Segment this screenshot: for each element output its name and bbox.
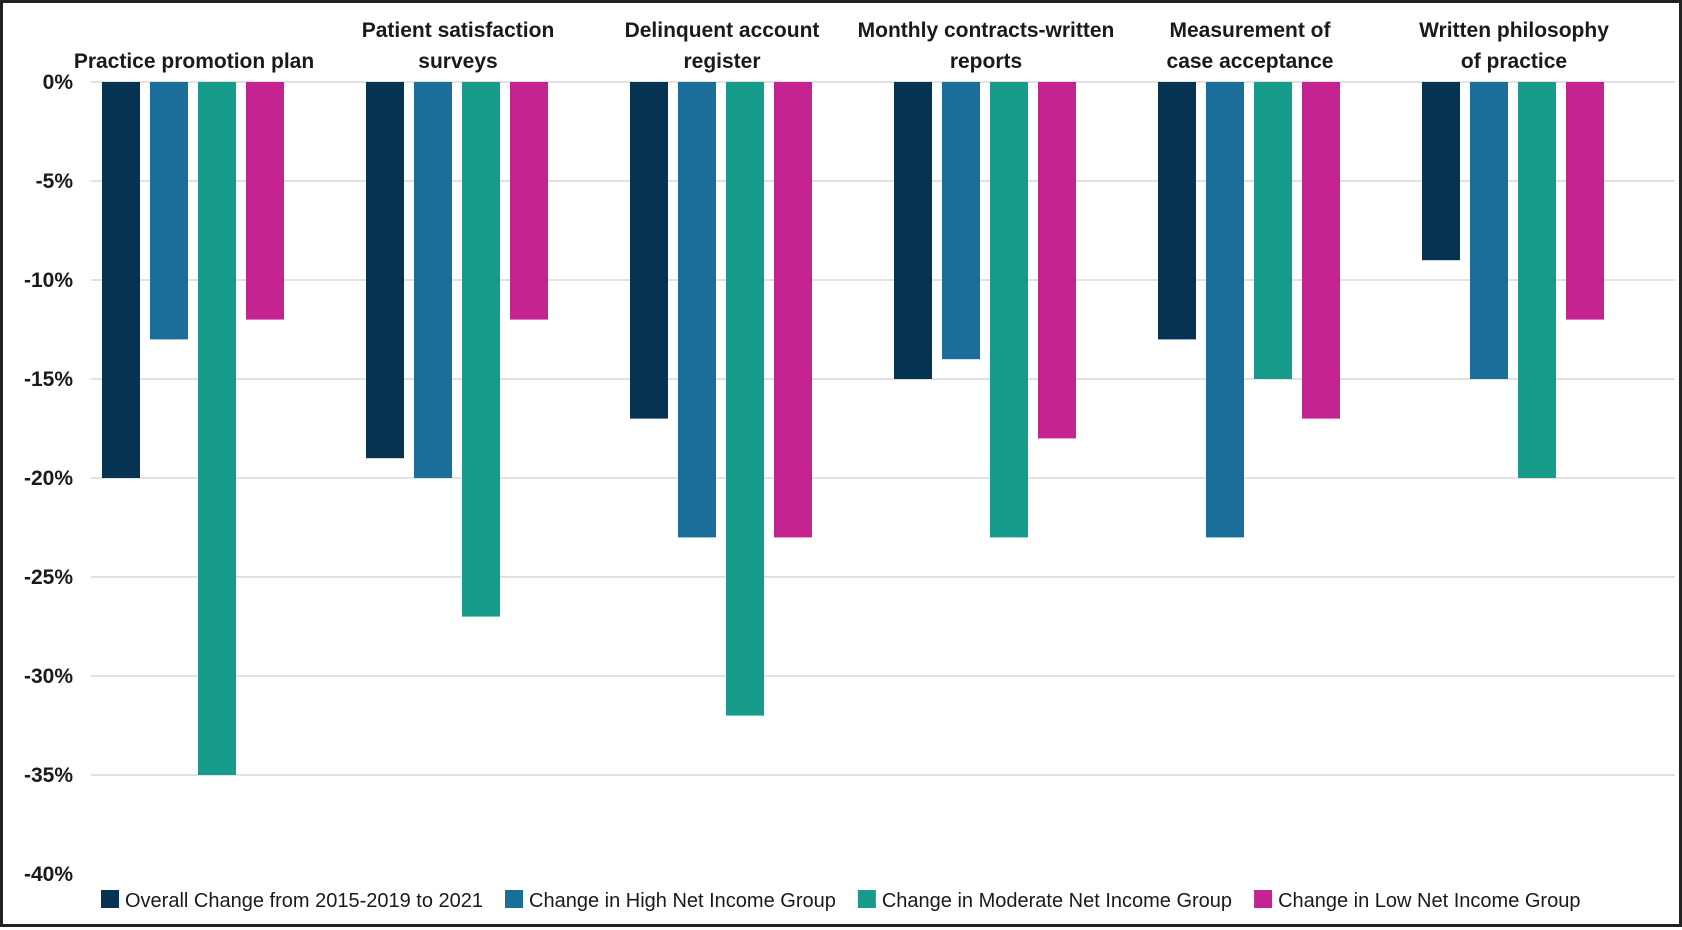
category-label: surveys xyxy=(418,50,497,73)
bar xyxy=(150,82,188,340)
bar xyxy=(1566,82,1604,320)
bar xyxy=(198,82,236,775)
y-tick-label: -20% xyxy=(24,467,73,490)
bar xyxy=(1158,82,1196,340)
category-label: register xyxy=(683,50,760,73)
bar xyxy=(414,82,452,478)
legend-label: Overall Change from 2015-2019 to 2021 xyxy=(125,890,483,912)
legend-swatch xyxy=(101,890,119,908)
bar xyxy=(774,82,812,538)
y-tick-label: -5% xyxy=(36,170,74,193)
bar-chart: 0% -5% -10% -15% -20% -25% -30% -35% -40% Practi… xyxy=(24,19,1675,912)
bar xyxy=(990,82,1028,538)
bar xyxy=(366,82,404,459)
y-tick-label: -35% xyxy=(24,764,73,787)
y-tick-label: -25% xyxy=(24,566,73,589)
legend-swatch xyxy=(857,890,876,908)
gridlines xyxy=(91,81,1675,776)
category-label: Written philosophy xyxy=(1419,19,1609,42)
category-labels: Practice promotion plan Patient satisfact… xyxy=(74,19,1609,73)
category-label: of practice xyxy=(1461,50,1567,73)
bar xyxy=(1422,82,1460,261)
y-tick-label: -30% xyxy=(24,665,73,688)
bar xyxy=(630,82,668,419)
y-axis-ticks: 0% -5% -10% -15% -20% -25% -30% -35% -40% xyxy=(24,71,73,886)
legend-label: Change in Moderate Net Income Group xyxy=(882,890,1232,912)
bar xyxy=(942,82,980,360)
legend: Overall Change from 2015-2019 to 2021 Cha… xyxy=(101,890,1580,912)
bar xyxy=(462,82,500,617)
bar xyxy=(894,82,932,379)
bars xyxy=(102,82,1604,775)
bar xyxy=(246,82,284,320)
category-label: Measurement of xyxy=(1169,19,1331,42)
bar xyxy=(726,82,764,716)
legend-label: Change in Low Net Income Group xyxy=(1278,890,1580,912)
y-tick-label: -15% xyxy=(24,368,73,391)
category-label: reports xyxy=(950,50,1022,73)
bar xyxy=(1254,82,1292,379)
category-label: Patient satisfaction xyxy=(362,19,555,42)
bar xyxy=(678,82,716,538)
category-label: Monthly contracts-written xyxy=(858,19,1115,42)
y-tick-label: -10% xyxy=(24,269,73,292)
category-label: Delinquent account xyxy=(625,19,820,42)
category-label: Practice promotion plan xyxy=(74,50,314,73)
category-label: case acceptance xyxy=(1167,50,1334,73)
y-tick-label: -40% xyxy=(24,863,73,886)
bar xyxy=(510,82,548,320)
bar xyxy=(1206,82,1244,538)
bar xyxy=(1038,82,1076,439)
bar xyxy=(102,82,140,478)
bar xyxy=(1470,82,1508,379)
bar xyxy=(1518,82,1556,478)
legend-label: Change in High Net Income Group xyxy=(529,890,836,912)
legend-swatch xyxy=(505,890,524,908)
y-tick-label: 0% xyxy=(43,71,74,94)
legend-swatch xyxy=(1254,890,1273,908)
bar xyxy=(1302,82,1340,419)
